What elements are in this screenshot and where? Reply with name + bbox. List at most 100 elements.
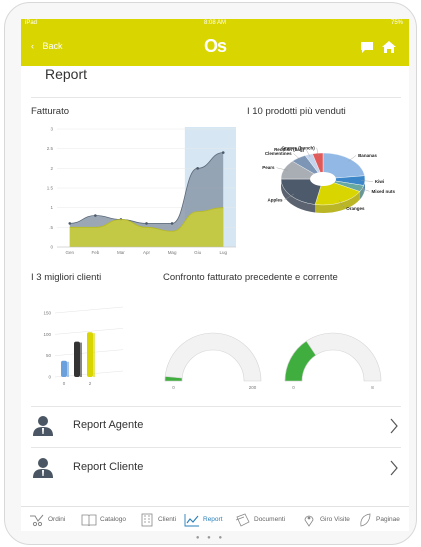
pie-slice-side [315,191,360,213]
x-tick-label: Mag [168,250,177,255]
tab-paginae[interactable]: Paginae [357,507,400,531]
x-tick-label: 2 [89,381,92,386]
tab-label: Report [203,516,223,523]
menu-label: Report Agente [73,419,144,431]
top-clients-title: I 3 migliori clienti [31,272,102,283]
series-line [69,207,224,232]
revenue-compare-gauges: 0 200 0 8 [164,332,382,390]
y-tick-label: 0 [50,245,53,250]
data-point [68,222,72,225]
back-button[interactable]: ‹ Back [31,41,63,51]
x-tick-label: Lug [219,250,227,255]
back-label: Back [42,41,63,51]
device-name: iPad [25,20,38,26]
y-tick-label: 1 [50,205,53,210]
y-tick-label: 100 [43,332,51,337]
pie-label: Apples [267,197,283,202]
pie-leader [316,147,319,156]
menu-divider-top [31,406,401,407]
y-tick-label: .5 [49,225,53,230]
pie-hole [310,172,336,186]
gauge-max-label: 200 [249,385,257,390]
gauge-fill [164,376,183,382]
data-point [221,151,225,154]
y-tick-label: 1.5 [47,186,54,191]
person-icon [33,416,53,436]
bar [61,360,67,377]
pin-icon [304,515,314,527]
tab-ordini[interactable]: Ordini [29,507,65,531]
tab-label: Giro Visite [320,516,350,523]
battery-level: 75% [390,20,403,26]
x-tick-label: Gen [66,250,75,255]
tab-report[interactable]: Report [184,507,223,531]
tab-giro-visite[interactable]: Giro Visite [301,507,350,531]
pie-label: Reddish (bag) [274,147,305,152]
y-tick-label: 150 [43,311,51,316]
tab-label: Clienti [158,516,177,523]
tab-clienti[interactable]: Clienti [139,507,176,531]
top-bar: ‹ Back Os [21,28,409,66]
home-icon[interactable] [381,39,397,55]
tab-label: Catalogo [100,516,127,523]
tab-bar: Ordini Catalogo Clienti Report Documenti… [21,506,409,531]
pie-label: Bananas [358,153,377,158]
menu-divider-middle [31,447,401,448]
tab-label: Documenti [254,516,286,523]
data-point [145,222,148,225]
pie-label: Grapes (bunch) [281,145,315,150]
pie-label: Oranges [346,206,365,211]
building-icon [141,513,153,526]
bar-side [67,361,69,377]
clock: 8:08 AM [203,20,226,26]
pie-slice [280,178,324,205]
pie-leader [305,149,311,158]
chart-icon [184,513,199,526]
data-point [170,222,174,225]
device-frame: iPad 8:08 AM 75% ‹ Back Os Report Fattur… [4,2,417,545]
tab-label: Ordini [48,516,66,523]
bar [74,341,80,377]
book-icon [81,514,97,526]
menu-label: Report Cliente [73,461,144,473]
title-divider [31,97,401,98]
status-bar: iPad 8:08 AM 75% [21,19,409,28]
top-products-title: I 10 prodotti più venduti [247,106,346,117]
tab-catalogo[interactable]: Catalogo [81,507,126,531]
menu-report-client[interactable]: Report Cliente [21,449,409,489]
data-point [196,167,199,170]
chevron-left-icon: ‹ [31,41,34,51]
x-tick-label: Apr [143,250,151,255]
y-tick-label: 2.5 [47,146,54,151]
revenue-area-chart: 0 .5 1 1.5 2 2.5 3 Gen Feb Mar Apr Mag Giu Lug [47,127,236,255]
chevron-right-icon [390,418,398,434]
revenue-title: Fatturato [31,106,70,117]
data-point [94,214,97,217]
x-tick-label: Feb [91,250,99,255]
tab-documenti[interactable]: Documenti [235,507,285,531]
pie-leader [276,167,288,171]
gridline [54,328,124,335]
gauge-max-label: 8 [371,385,374,390]
gridline [54,306,124,314]
compare-title: Confronto fatturato precedente e corrent… [163,272,338,283]
chat-icon[interactable] [359,39,375,55]
pie-label: Mixed nuts [371,189,395,194]
person-icon [33,458,53,478]
documents-icon [235,512,250,527]
app-logo: Os [203,36,227,56]
bar-side [93,333,95,377]
gauge-min-label: 0 [292,385,295,390]
chevron-right-icon [390,460,398,476]
truck-icon [30,514,44,526]
pie-label: Clementines [265,151,292,156]
pie-leader [293,153,301,161]
menu-report-agent[interactable]: Report Agente [21,407,409,447]
x-tick-label: 0 [63,381,66,386]
pie-label: Pears [262,165,275,170]
gauge-fill [284,340,317,382]
page-indicator: ● ● ● [195,535,226,541]
pie-leader [358,187,370,192]
top-products-pie-chart: Bananas Kiwi Mixed nuts Oranges Apples Pears C… [262,145,395,213]
y-tick-label: 0 [48,375,51,380]
